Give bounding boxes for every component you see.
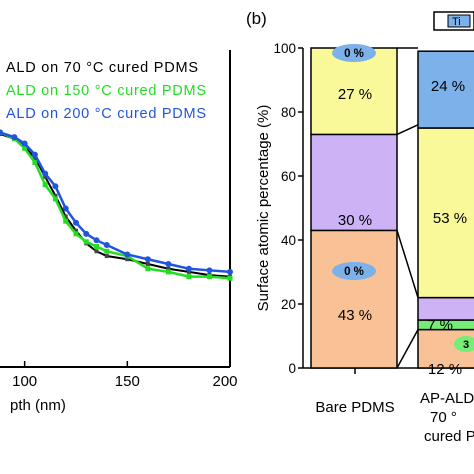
left-line-chart: 100 150 200 pth (nm) ALD on 70 °C cured PDMS… [0, 50, 238, 414]
data-point [83, 230, 90, 237]
zero-value-badge [332, 262, 376, 280]
data-point [52, 196, 58, 202]
connector-line [396, 329, 419, 369]
category-label: Bare PDMS [315, 399, 394, 416]
data-point [186, 269, 191, 274]
data-point [165, 269, 171, 275]
small-value-badge [454, 336, 474, 352]
category-label: AP-ALD [420, 390, 474, 407]
zero-value-badge [332, 44, 376, 62]
bar-segment [310, 47, 398, 136]
right-stacked-bar-chart: (b) Surface atomic percentage (%) 0 20 40 60 8… [246, 9, 474, 445]
bar-segment [310, 133, 398, 232]
legend-label-ti: Ti [452, 16, 461, 28]
y-tick-label: 20 [281, 297, 296, 312]
bar-segment [417, 127, 474, 299]
data-point [42, 170, 49, 177]
segment-label: 30 % [338, 212, 372, 229]
y-tick-label: 60 [281, 169, 296, 184]
data-point [103, 241, 110, 248]
data-point [0, 129, 3, 136]
y-axis-title: Surface atomic percentage (%) [255, 105, 272, 312]
legend-label: ALD on 200 °C cured PDMS [6, 106, 206, 122]
y-tick-label: 100 [273, 41, 296, 56]
data-point [93, 237, 100, 244]
data-point [144, 256, 151, 263]
data-point [166, 266, 171, 271]
data-point [185, 265, 192, 272]
data-point [104, 254, 109, 259]
data-point [31, 151, 38, 158]
segment-label: 27 % [338, 86, 372, 103]
data-point [62, 205, 69, 212]
data-point [73, 231, 79, 237]
connector-line [396, 124, 419, 136]
data-point [52, 183, 59, 190]
data-point [186, 274, 192, 280]
legend-swatch-ti [447, 14, 471, 28]
data-point [227, 275, 233, 281]
x-tick-label: 200 [212, 373, 237, 390]
y-tick-label: 80 [281, 105, 296, 120]
segment-label: 43 % [338, 307, 372, 324]
data-point [104, 248, 110, 254]
legend-clip [0, 55, 6, 125]
segment-label: 12 % [428, 361, 462, 378]
data-point [63, 218, 69, 224]
data-point [32, 155, 37, 160]
data-point [125, 257, 130, 262]
x-tick-label: 100 [12, 373, 37, 390]
data-point [32, 160, 38, 166]
x-tick-label: 150 [115, 373, 140, 390]
data-point [227, 268, 233, 275]
data-point [22, 145, 28, 151]
x-axis-title: pth (nm) [10, 397, 66, 414]
segment-label: 7 % [427, 317, 453, 334]
data-point [145, 261, 150, 266]
small-value-label: 3 [463, 339, 469, 351]
data-point [206, 274, 212, 280]
data-point [124, 251, 131, 258]
category-label: cured P [424, 428, 474, 445]
panel-label: (b) [246, 9, 267, 28]
data-point [73, 228, 78, 233]
legend-label: ALD on 70 °C cured PDMS [6, 60, 198, 76]
data-point [53, 193, 58, 198]
data-point [206, 267, 213, 274]
data-point [21, 140, 28, 147]
data-point [42, 182, 48, 188]
legend-label: ALD on 150 °C cured PDMS [6, 83, 206, 99]
data-point [72, 219, 79, 226]
data-point [11, 134, 18, 141]
y-tick-label: 0 [288, 361, 296, 376]
data-point [43, 174, 48, 179]
segment-label: 53 % [433, 210, 467, 227]
segment-label: 24 % [431, 78, 465, 95]
data-point [83, 239, 89, 245]
data-point [94, 244, 100, 250]
data-point [63, 214, 68, 219]
bar-segment [310, 229, 398, 369]
data-point [165, 260, 172, 267]
zero-value-label: 0 % [344, 266, 364, 278]
zero-value-label: 0 % [344, 48, 364, 60]
y-tick-label: 40 [281, 233, 296, 248]
bar-segment [417, 50, 474, 129]
category-label: 70 ° [430, 409, 457, 426]
connector-line [396, 230, 419, 298]
data-point [94, 249, 99, 254]
data-point [145, 266, 151, 272]
